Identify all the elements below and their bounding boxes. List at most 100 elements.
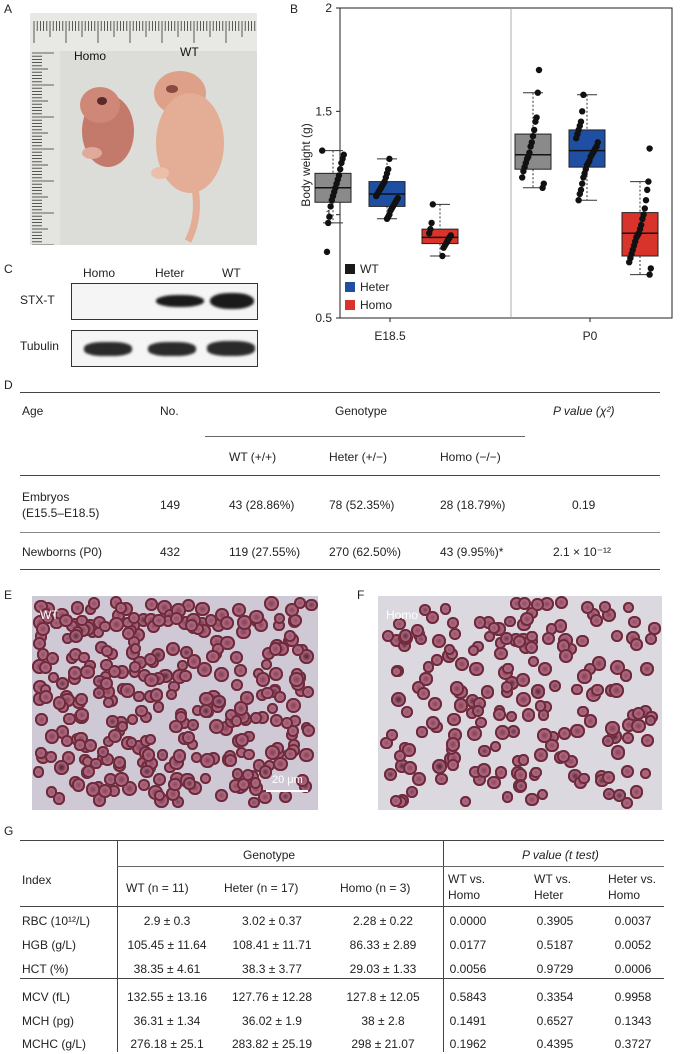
- tableG-head-p2b: Heter: [534, 888, 564, 902]
- red-blood-cell: [519, 611, 535, 626]
- tableG-r4-p2: 0.3354: [536, 990, 574, 1004]
- data-point: [539, 184, 546, 191]
- red-blood-cell: [384, 767, 397, 781]
- red-blood-cell: [187, 719, 199, 732]
- data-point: [626, 259, 633, 266]
- red-blood-cell: [639, 661, 654, 676]
- data-point: [529, 132, 537, 140]
- wt-pup-body: [156, 93, 224, 193]
- red-blood-cell: [537, 788, 549, 801]
- red-blood-cell: [431, 633, 446, 648]
- data-point: [645, 178, 652, 185]
- red-blood-cell: [122, 626, 136, 641]
- red-blood-cell: [263, 596, 279, 612]
- red-blood-cell: [416, 726, 428, 738]
- data-point: [579, 180, 586, 187]
- red-blood-cell: [264, 759, 276, 772]
- red-blood-cell: [120, 683, 135, 699]
- red-blood-cell: [114, 771, 130, 787]
- red-blood-cell: [425, 715, 440, 730]
- red-blood-cell: [63, 712, 77, 726]
- tableD-r2-wt: 119 (27.55%): [229, 545, 301, 559]
- panel-label-d: D: [4, 378, 13, 392]
- band-tubulin-homo: [84, 342, 132, 356]
- data-point: [519, 174, 526, 181]
- red-blood-cell: [534, 748, 549, 763]
- tableG-r1-wt: 2.9 ± 0.3: [143, 914, 191, 928]
- red-blood-cell: [60, 734, 74, 747]
- red-blood-cell: [70, 601, 85, 615]
- red-blood-cell: [577, 669, 592, 684]
- tableG-r3-homo: 29.03 ± 1.33: [349, 962, 417, 976]
- data-point: [337, 166, 344, 173]
- red-blood-cell: [302, 723, 316, 737]
- red-blood-cell: [231, 603, 247, 618]
- tableG-r6-idx: MCHC (g/L): [22, 1037, 87, 1051]
- red-blood-cell: [54, 760, 70, 776]
- red-blood-cell: [100, 644, 113, 658]
- red-blood-cell: [505, 710, 518, 723]
- red-blood-cell: [152, 701, 165, 713]
- red-blood-cell: [534, 700, 547, 713]
- red-blood-cell: [459, 796, 472, 808]
- red-blood-cell: [273, 757, 288, 772]
- red-blood-cell: [598, 601, 612, 614]
- red-blood-cell: [473, 616, 487, 630]
- red-blood-cell: [589, 614, 604, 628]
- data-point: [429, 201, 436, 208]
- red-blood-cell: [261, 686, 274, 700]
- red-blood-cell: [526, 630, 538, 643]
- red-blood-cell: [274, 612, 286, 625]
- red-blood-cell: [220, 636, 235, 651]
- red-blood-cell: [531, 684, 546, 699]
- tableG-head-wt: WT (n = 11): [126, 881, 189, 895]
- tableG-r2-homo: 86.33 ± 2.89: [349, 938, 417, 952]
- tableD-head-homo: Homo (−/−): [440, 450, 501, 464]
- tableG-r6-p3: 0.3727: [614, 1037, 652, 1051]
- red-blood-cell: [199, 772, 211, 785]
- red-blood-cell: [84, 738, 98, 752]
- red-blood-cell: [537, 661, 552, 677]
- data-point: [579, 108, 586, 115]
- tableG-r1-heter: 3.02 ± 0.37: [242, 914, 302, 928]
- wt-pup-tail: [184, 187, 200, 243]
- red-blood-cell: [285, 697, 301, 713]
- tableG-r6-heter: 283.82 ± 25.19: [232, 1037, 312, 1051]
- tableG-r4-homo: 127.8 ± 12.05: [346, 990, 420, 1004]
- red-blood-cell: [302, 686, 315, 698]
- band-stxt-heter: [156, 295, 204, 307]
- tableG-r5-homo: 38 ± 2.8: [361, 1014, 405, 1028]
- blot-tubulin: [71, 330, 258, 367]
- tableD-r2-heter: 270 (62.50%): [329, 545, 402, 559]
- red-blood-cell: [129, 642, 141, 654]
- x-tick-label: P0: [583, 329, 598, 343]
- red-blood-cell: [212, 694, 226, 708]
- red-blood-cell: [176, 659, 189, 672]
- red-blood-cell: [191, 704, 204, 717]
- data-point: [325, 219, 332, 227]
- red-blood-cell: [602, 735, 615, 747]
- red-blood-cell: [145, 734, 157, 746]
- red-blood-cell: [255, 672, 271, 687]
- red-blood-cell: [38, 660, 52, 675]
- red-blood-cell: [230, 715, 243, 727]
- red-blood-cell: [556, 749, 571, 764]
- red-blood-cell: [631, 718, 646, 734]
- red-blood-cell: [289, 613, 303, 628]
- tableD-head-wt: WT (+/+): [229, 450, 277, 464]
- red-blood-cell: [385, 729, 398, 742]
- red-blood-cell: [183, 777, 196, 790]
- red-blood-cell: [144, 672, 159, 687]
- red-blood-cell: [88, 597, 101, 610]
- red-blood-cell: [494, 766, 507, 779]
- red-blood-cell: [289, 672, 304, 687]
- tableG-r4-p3: 0.9958: [614, 990, 652, 1004]
- tableG-head-heter: Heter (n = 17): [224, 881, 299, 895]
- red-blood-cell: [516, 692, 532, 708]
- red-blood-cell: [500, 632, 513, 645]
- red-blood-cell: [81, 755, 94, 768]
- red-blood-cell: [553, 619, 568, 633]
- red-blood-cell: [613, 789, 626, 802]
- red-blood-cell: [99, 620, 111, 632]
- red-blood-cell: [483, 631, 495, 643]
